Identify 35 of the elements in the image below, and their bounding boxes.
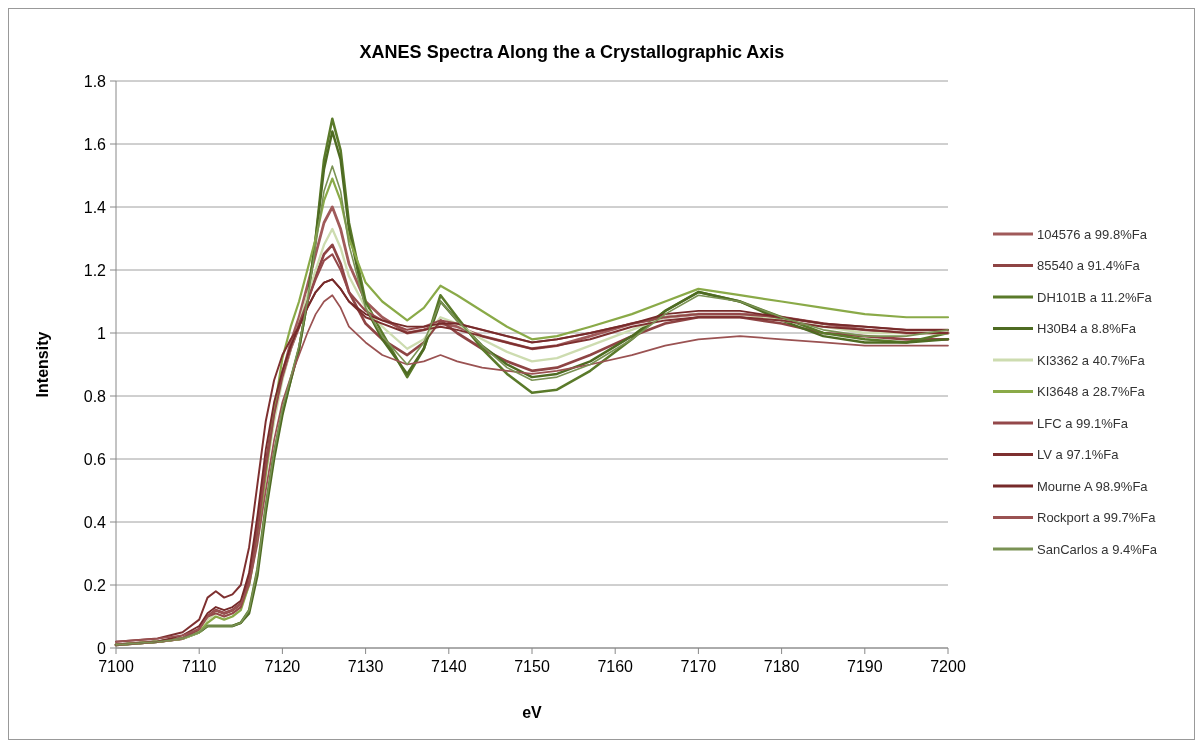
x-tick-label: 7170 bbox=[680, 658, 717, 675]
legend-label: SanCarlos a 9.4%Fa bbox=[1037, 541, 1158, 557]
chart-title: XANES Spectra Along the a Crystallographic Axis bbox=[359, 42, 785, 62]
y-tick-label: 1.2 bbox=[83, 261, 107, 279]
x-tick-label: 7110 bbox=[182, 658, 217, 675]
legend-label: Mourne A 98.9%Fa bbox=[1037, 478, 1149, 494]
y-tick-label: 0 bbox=[97, 639, 107, 657]
x-tick-label: 7100 bbox=[98, 658, 134, 675]
y-tick-label: 1.4 bbox=[83, 198, 107, 216]
y-tick-label: 1 bbox=[97, 324, 107, 342]
x-tick-label: 7180 bbox=[763, 658, 800, 675]
x-tick-label: 7130 bbox=[347, 658, 384, 675]
x-tick-label: 7150 bbox=[514, 658, 550, 675]
x-tick-label: 7190 bbox=[847, 658, 883, 675]
y-axis-title: Intensity bbox=[34, 331, 51, 398]
x-axis-title: eV bbox=[522, 704, 543, 721]
y-tick-label: 1.8 bbox=[83, 72, 107, 90]
y-tick-label: 1.6 bbox=[83, 135, 107, 153]
y-tick-label: 0.8 bbox=[83, 387, 107, 405]
legend-label: Rockport a 99.7%Fa bbox=[1037, 510, 1157, 526]
legend-label: DH101B a 11.2%Fa bbox=[1037, 289, 1153, 305]
x-tick-label: 7120 bbox=[264, 658, 301, 675]
legend-label: H30B4 a 8.8%Fa bbox=[1037, 321, 1137, 337]
legend-label: LV a 97.1%Fa bbox=[1037, 447, 1120, 463]
legend-label: 85540 a 91.4%Fa bbox=[1037, 258, 1141, 274]
x-tick-label: 7200 bbox=[930, 658, 966, 675]
y-tick-label: 0.4 bbox=[83, 513, 107, 531]
legend-label: KI3362 a 40.7%Fa bbox=[1037, 352, 1146, 368]
legend-label: LFC a 99.1%Fa bbox=[1037, 415, 1129, 431]
x-tick-label: 7160 bbox=[597, 658, 634, 675]
y-tick-label: 0.6 bbox=[83, 450, 107, 468]
x-tick-label: 7140 bbox=[431, 658, 467, 675]
y-tick-label: 0.2 bbox=[83, 576, 107, 594]
legend-label: 104576 a 99.8%Fa bbox=[1037, 226, 1148, 242]
legend-label: KI3648 a 28.7%Fa bbox=[1037, 384, 1146, 400]
